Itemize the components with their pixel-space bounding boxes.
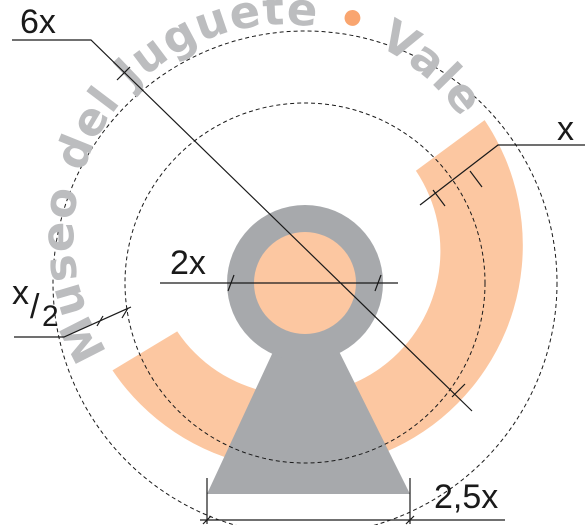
keyhole-triangle xyxy=(207,283,410,494)
dashed-circle-outer xyxy=(52,30,558,525)
dimension-half-x xyxy=(14,306,132,338)
peach-ring-band xyxy=(112,120,523,470)
label-half-x-numerator: x xyxy=(12,274,29,312)
dimension-6x xyxy=(12,39,473,412)
label-half-x-slash: / xyxy=(30,288,40,326)
label-2x: 2x xyxy=(170,244,206,282)
label-x: x xyxy=(557,110,574,148)
dashed-circle-inner xyxy=(124,102,486,464)
dimension-2x xyxy=(160,274,398,292)
dimension-2-5x xyxy=(200,478,505,525)
label-half-x-denominator: 2 xyxy=(42,300,59,333)
ring-text-dot: • xyxy=(330,0,374,49)
label-6x: 6x xyxy=(20,3,56,41)
dimension-x xyxy=(419,144,585,207)
label-2-5x: 2,5x xyxy=(434,478,498,516)
